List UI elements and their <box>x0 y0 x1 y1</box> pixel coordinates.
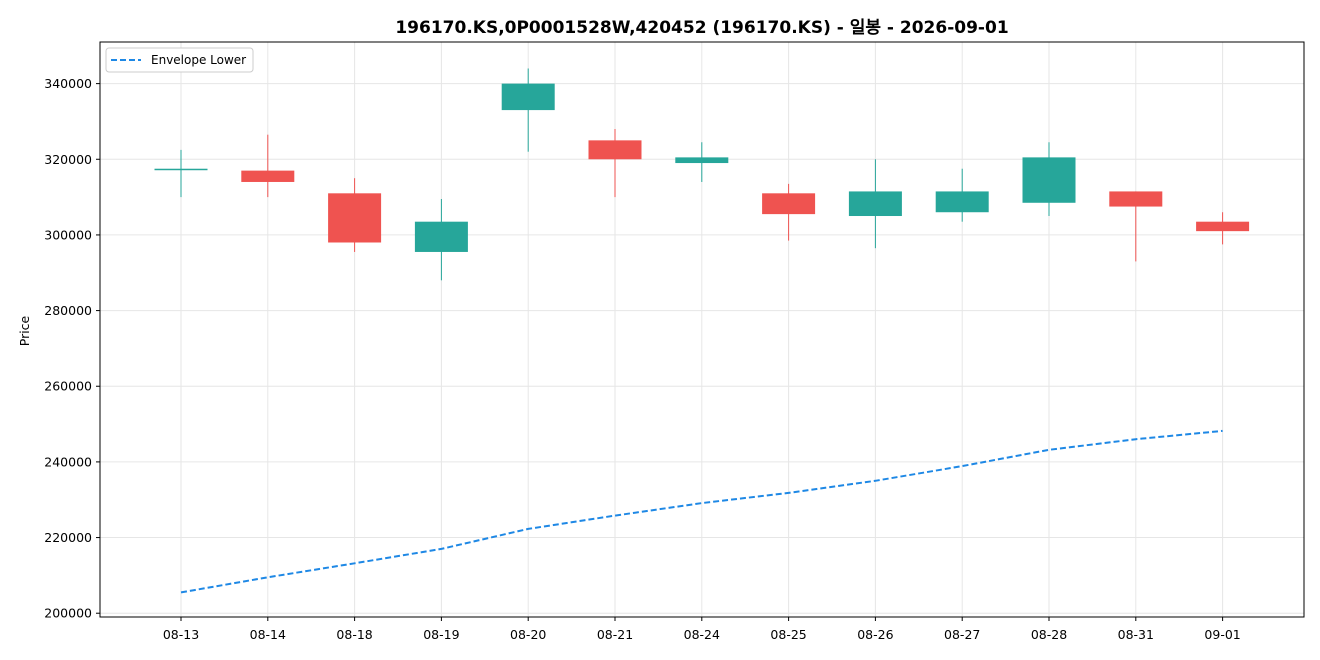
envelope-lower-line <box>180 429 1223 594</box>
candle <box>1109 191 1163 262</box>
x-tick-label: 08-14 <box>250 627 286 642</box>
x-tick-label: 08-26 <box>857 627 893 642</box>
y-axis-label: Price <box>17 315 32 346</box>
x-tick-label: 08-25 <box>770 627 806 642</box>
y-tick-label: 340000 <box>44 76 92 91</box>
candle <box>1022 142 1076 217</box>
candle-body <box>588 140 642 160</box>
candle-body <box>414 221 468 252</box>
y-tick-label: 320000 <box>44 152 92 167</box>
candle-body <box>675 157 729 164</box>
candle <box>848 159 902 249</box>
candle <box>501 68 555 152</box>
candle <box>328 178 382 252</box>
envelope-series <box>180 429 1223 594</box>
candle <box>675 142 729 182</box>
candle-body <box>501 83 555 111</box>
legend: Envelope Lower <box>105 47 254 73</box>
y-tick-label: 240000 <box>44 454 92 469</box>
grid <box>100 42 1304 617</box>
candle <box>588 129 642 198</box>
legend-label-envelope-lower: Envelope Lower <box>151 53 246 67</box>
x-tick-label: 08-31 <box>1118 627 1154 642</box>
x-tick-label: 08-19 <box>423 627 459 642</box>
x-tick-label: 08-27 <box>944 627 980 642</box>
candle-body <box>1109 191 1163 207</box>
chart-title: 196170.KS,0P0001528W,420452 (196170.KS) … <box>395 18 1008 38</box>
candle <box>154 149 208 198</box>
x-tick-label: 08-13 <box>163 627 199 642</box>
candle-body <box>154 168 208 171</box>
candle <box>1196 212 1250 245</box>
candles <box>154 68 1250 281</box>
y-tick-label: 220000 <box>44 530 92 545</box>
x-tick-label: 08-24 <box>684 627 720 642</box>
x-tick-label: 09-01 <box>1204 627 1240 642</box>
y-tick-label: 280000 <box>44 303 92 318</box>
candle-body <box>848 191 902 217</box>
x-axis: 08-13 08-14 08-18 08-19 08-20 08-21 08-24 08-25… <box>163 617 1241 642</box>
x-tick-label: 08-20 <box>510 627 546 642</box>
candle-body <box>328 193 382 243</box>
candle <box>935 168 989 222</box>
y-tick-label: 300000 <box>44 227 92 242</box>
y-tick-label: 260000 <box>44 379 92 394</box>
x-tick-label: 08-21 <box>597 627 633 642</box>
y-tick-label: 200000 <box>44 606 92 621</box>
x-tick-label: 08-18 <box>336 627 372 642</box>
legend-box <box>105 47 254 73</box>
y-axis: 200000 220000 240000 260000 280000 300000 3200… <box>44 76 100 621</box>
x-tick-label: 08-28 <box>1031 627 1067 642</box>
candle-body <box>935 191 989 213</box>
candle <box>241 134 295 198</box>
candle <box>414 198 468 281</box>
candle-body <box>762 193 816 215</box>
candle-body <box>1196 221 1250 232</box>
candle-body <box>241 170 295 182</box>
candle-body <box>1022 157 1076 203</box>
candle <box>762 183 816 241</box>
